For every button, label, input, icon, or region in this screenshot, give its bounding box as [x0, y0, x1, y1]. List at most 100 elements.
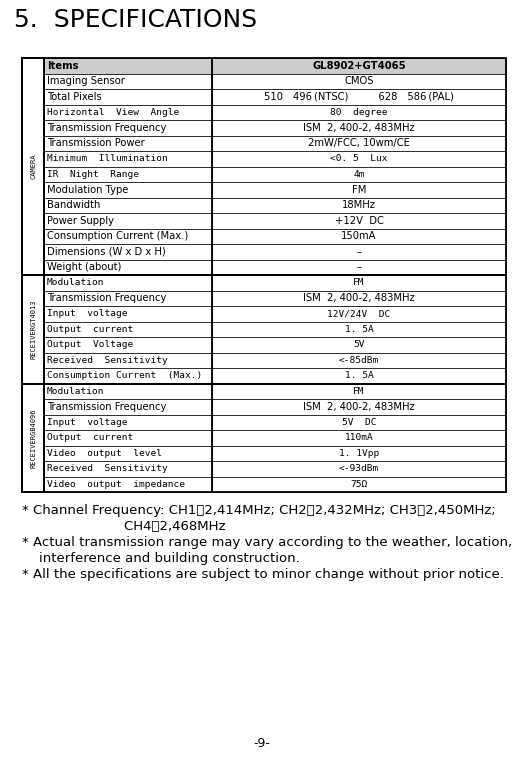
- Text: ISM  2, 400-2, 483MHz: ISM 2, 400-2, 483MHz: [303, 402, 415, 412]
- Bar: [22, 383, 506, 492]
- Text: Consumption Current  (Max.): Consumption Current (Max.): [47, 371, 202, 380]
- Text: Power Supply: Power Supply: [47, 216, 114, 226]
- Bar: [212, 197, 506, 213]
- Text: Transmission Frequency: Transmission Frequency: [47, 123, 166, 133]
- Text: -9-: -9-: [254, 737, 270, 750]
- Text: Total Pixels: Total Pixels: [47, 91, 102, 101]
- Bar: [44, 461, 212, 476]
- Bar: [212, 167, 506, 182]
- Text: Received  Sensitivity: Received Sensitivity: [47, 356, 168, 365]
- Bar: [212, 445, 506, 461]
- Text: GL8902+GT4065: GL8902+GT4065: [312, 61, 406, 71]
- Bar: [212, 306, 506, 322]
- Text: Received  Sensitivity: Received Sensitivity: [47, 464, 168, 473]
- Bar: [212, 337, 506, 353]
- Text: Bandwidth: Bandwidth: [47, 200, 100, 210]
- Text: 1. 5A: 1. 5A: [344, 371, 373, 380]
- Text: * Channel Frequency: CH1＝2,414MHz; CH2＝2,432MHz; CH3＝2,450MHz;: * Channel Frequency: CH1＝2,414MHz; CH2＝2…: [22, 504, 496, 517]
- Bar: [44, 337, 212, 353]
- Bar: [22, 275, 44, 383]
- Bar: [44, 182, 212, 197]
- Bar: [212, 353, 506, 368]
- Bar: [212, 229, 506, 244]
- Text: Horizontal  View  Angle: Horizontal View Angle: [47, 108, 179, 117]
- Bar: [44, 383, 212, 399]
- Text: FM: FM: [352, 185, 366, 195]
- Bar: [44, 151, 212, 167]
- Text: <-93dBm: <-93dBm: [339, 464, 379, 473]
- Bar: [212, 135, 506, 151]
- Text: interference and building construction.: interference and building construction.: [22, 552, 300, 565]
- Text: 4m: 4m: [353, 170, 365, 179]
- Text: Transmission Frequency: Transmission Frequency: [47, 293, 166, 303]
- Text: FM: FM: [353, 278, 365, 287]
- Text: Weight (about): Weight (about): [47, 262, 121, 272]
- Bar: [212, 290, 506, 306]
- Text: Transmission Frequency: Transmission Frequency: [47, 402, 166, 412]
- Bar: [22, 58, 44, 275]
- Bar: [44, 89, 212, 104]
- Bar: [44, 167, 212, 182]
- Text: –: –: [356, 247, 362, 257]
- Bar: [44, 415, 212, 430]
- Text: FM: FM: [353, 387, 365, 396]
- Text: Input  voltage: Input voltage: [47, 310, 128, 318]
- Bar: [212, 104, 506, 120]
- Text: <0. 5  Lux: <0. 5 Lux: [330, 154, 388, 164]
- Bar: [212, 74, 506, 89]
- Bar: [212, 399, 506, 415]
- Text: Output  current: Output current: [47, 325, 133, 334]
- Text: 12V/24V  DC: 12V/24V DC: [328, 310, 391, 318]
- Text: Modulation: Modulation: [47, 278, 104, 287]
- Bar: [44, 213, 212, 229]
- Text: Consumption Current (Max.): Consumption Current (Max.): [47, 231, 188, 241]
- Bar: [44, 197, 212, 213]
- Text: 5V  DC: 5V DC: [342, 418, 376, 427]
- Text: 510 496 (NTSC)   628 586 (PAL): 510 496 (NTSC) 628 586 (PAL): [264, 91, 454, 101]
- Bar: [212, 368, 506, 383]
- Bar: [212, 244, 506, 260]
- Text: CMOS: CMOS: [344, 76, 374, 86]
- Text: RECEIVERGT4013: RECEIVERGT4013: [30, 300, 36, 359]
- Text: Output  current: Output current: [47, 433, 133, 442]
- Bar: [212, 151, 506, 167]
- Text: CH4＝2,468MHz: CH4＝2,468MHz: [22, 520, 226, 533]
- Text: 5.  SPECIFICATIONS: 5. SPECIFICATIONS: [14, 8, 257, 32]
- Bar: [212, 322, 506, 337]
- Text: 5V: 5V: [353, 340, 365, 349]
- Bar: [212, 430, 506, 445]
- Bar: [212, 213, 506, 229]
- Bar: [212, 120, 506, 135]
- Text: 2mW/FCC, 10wm/CE: 2mW/FCC, 10wm/CE: [308, 138, 410, 148]
- Bar: [22, 58, 506, 275]
- Bar: [44, 445, 212, 461]
- Bar: [44, 244, 212, 260]
- Text: * Actual transmission range may vary according to the weather, location,: * Actual transmission range may vary acc…: [22, 536, 512, 549]
- Bar: [212, 476, 506, 492]
- Text: <-85dBm: <-85dBm: [339, 356, 379, 365]
- Bar: [44, 104, 212, 120]
- Text: 110mA: 110mA: [344, 433, 373, 442]
- Text: Modulation: Modulation: [47, 387, 104, 396]
- Text: CAMERA: CAMERA: [30, 154, 36, 179]
- Bar: [44, 229, 212, 244]
- Text: +12V  DC: +12V DC: [334, 216, 383, 226]
- Text: 150mA: 150mA: [341, 231, 377, 241]
- Text: Video  output  level: Video output level: [47, 449, 162, 458]
- Text: IR  Night  Range: IR Night Range: [47, 170, 139, 179]
- Bar: [44, 399, 212, 415]
- Bar: [44, 58, 212, 74]
- Bar: [22, 383, 44, 492]
- Bar: [44, 120, 212, 135]
- Text: 80  degree: 80 degree: [330, 108, 388, 117]
- Text: RECEIVERGB4096: RECEIVERGB4096: [30, 408, 36, 468]
- Bar: [212, 275, 506, 290]
- Bar: [44, 135, 212, 151]
- Text: –: –: [356, 262, 362, 272]
- Bar: [212, 260, 506, 275]
- Bar: [212, 383, 506, 399]
- Bar: [212, 89, 506, 104]
- Bar: [44, 368, 212, 383]
- Bar: [44, 74, 212, 89]
- Text: Dimensions (W x D x H): Dimensions (W x D x H): [47, 247, 166, 257]
